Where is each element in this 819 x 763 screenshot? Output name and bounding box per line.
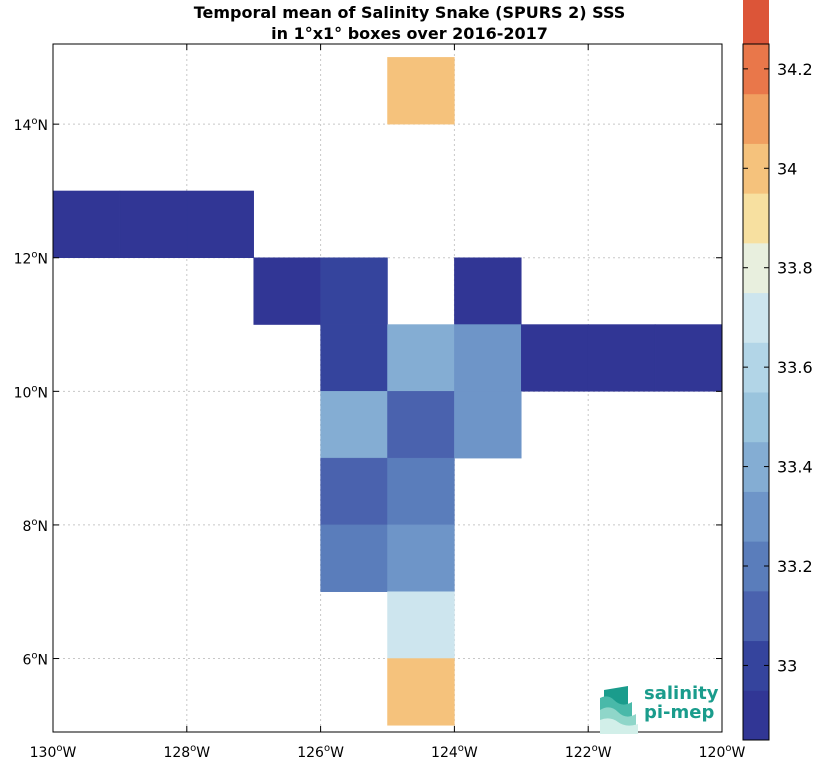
- title-line-1: Temporal mean of Salinity Snake (SPURS 2…: [193, 3, 626, 22]
- y-tick-label-1: 8oN: [22, 517, 48, 535]
- colorbar-band-10: [743, 193, 769, 244]
- colorbar-frame: [742, 43, 770, 741]
- colorbar-band-12: [743, 93, 769, 144]
- colorbar-band-0: [743, 690, 769, 741]
- salinity-cell-20: [387, 591, 455, 659]
- y-tick-label-3: 12oN: [14, 250, 48, 268]
- salinity-cell-0: [387, 57, 455, 125]
- x-tick-label-4: 122oW: [565, 743, 612, 761]
- colorbar: [743, 0, 769, 741]
- map-frame: [52, 43, 723, 733]
- salinity-cell-6: [454, 257, 522, 325]
- x-tick-label-5: 120oW: [699, 743, 746, 761]
- salinity-cell-18: [320, 524, 388, 592]
- title-line-2: in 1°x1° boxes over 2016-2017: [271, 24, 548, 43]
- x-tick-label-0: 130oW: [30, 743, 77, 761]
- logo-waves-icon: [600, 686, 638, 734]
- colorbar-tick-label-0: 33: [777, 656, 797, 675]
- colorbar-band-2: [743, 590, 769, 642]
- salinity-cell-9: [454, 324, 522, 392]
- salinity-pi-mep-logo: salinity pi-mep: [598, 684, 723, 734]
- y-axis: 6oN 8oN 10oN 12oN 14oN: [14, 116, 722, 669]
- colorbar-band-6: [743, 392, 769, 443]
- x-tick-label-1: 128oW: [163, 743, 210, 761]
- salinity-cell-13: [320, 391, 388, 459]
- x-tick-label-3: 124oW: [431, 743, 478, 761]
- x-axis: 130oW 128oW 126oW 124oW 122oW 120oW: [30, 44, 746, 761]
- salinity-cell-11: [587, 324, 656, 392]
- colorbar-tick-label-4: 33.8: [777, 259, 813, 278]
- x-tick-label-2: 126oW: [297, 743, 344, 761]
- y-tick-label-0: 6oN: [22, 651, 48, 669]
- salinity-cell-3: [186, 190, 254, 258]
- salinity-cell-8: [387, 324, 455, 392]
- salinity-cell-15: [454, 391, 522, 459]
- y-tick-label-4: 14oN: [14, 116, 48, 134]
- salinity-cell-19: [387, 524, 455, 592]
- salinity-cell-7: [320, 324, 388, 392]
- salinity-cell-12: [654, 324, 723, 392]
- colorbar-tick-label-1: 33.2: [777, 557, 813, 576]
- colorbar-tick-label-3: 33.6: [777, 358, 813, 377]
- salinity-cells: [52, 57, 723, 726]
- salinity-cell-4: [253, 257, 321, 325]
- colorbar-band-8: [743, 292, 769, 343]
- logo-line-2: pi-mep: [644, 702, 715, 723]
- logo-text: salinity pi-mep: [644, 684, 719, 722]
- salinity-cell-16: [320, 457, 388, 526]
- colorbar-ticks: 33 33.2 33.4 33.6 33.8 34 34.2: [743, 60, 813, 675]
- colorbar-tick-label-6: 34.2: [777, 60, 813, 79]
- salinity-cell-1: [52, 190, 121, 258]
- salinity-cell-2: [119, 190, 188, 258]
- salinity-cell-10: [521, 324, 589, 392]
- colorbar-tick-label-2: 33.4: [777, 458, 813, 477]
- colorbar-tick-label-5: 34: [777, 159, 797, 178]
- salinity-cell-5: [320, 257, 388, 325]
- salinity-cell-21: [387, 658, 455, 726]
- salinity-cell-17: [387, 457, 455, 526]
- y-tick-label-2: 10oN: [14, 383, 48, 401]
- salinity-cell-14: [387, 391, 455, 459]
- colorbar-band-4: [743, 491, 769, 542]
- map-title: Temporal mean of Salinity Snake (SPURS 2…: [0, 2, 819, 44]
- logo-line-1: salinity: [644, 683, 719, 704]
- colorbar-band-14: [743, 0, 769, 45]
